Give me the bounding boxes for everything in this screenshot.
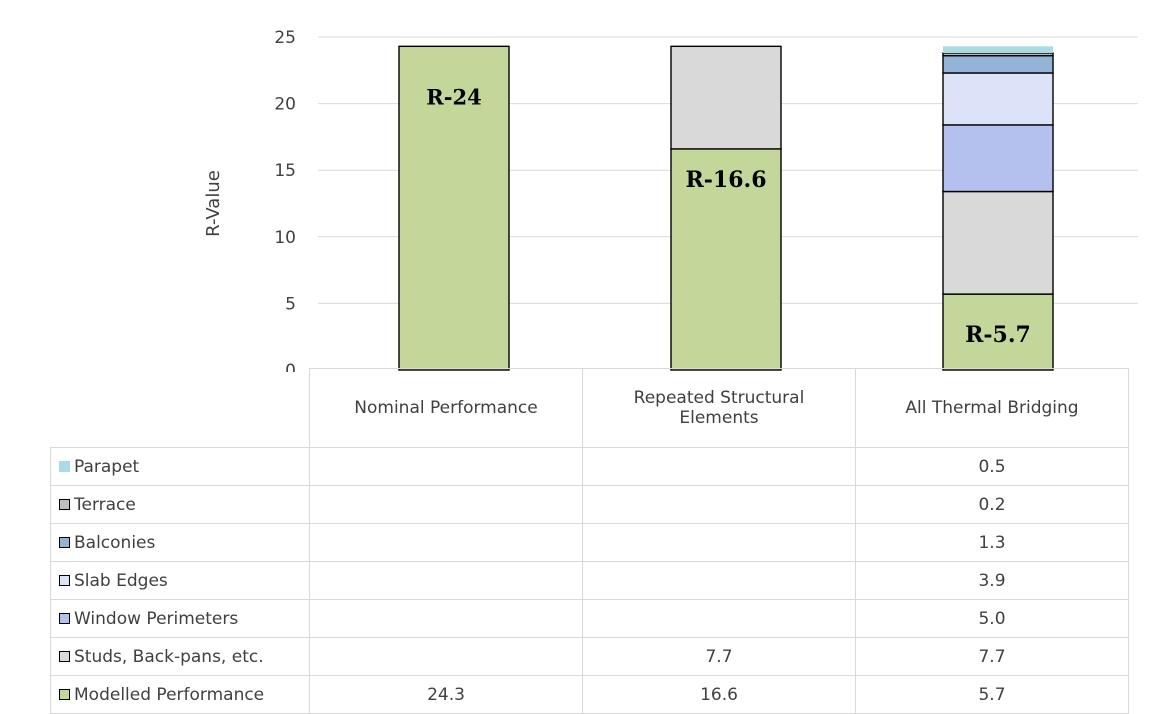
data-table: Nominal Performance Repeated Structural El…	[50, 368, 1129, 714]
legend-swatch	[59, 612, 70, 624]
y-axis-title: R-Value	[203, 170, 224, 237]
table-cell: 3.9	[855, 561, 1129, 600]
x-category-label: Repeated Structural Elements	[582, 368, 856, 448]
legend-entry: Window Perimeters	[50, 599, 310, 638]
bar-segment	[942, 124, 1054, 193]
table-row: Balconies 1.3	[50, 523, 1129, 562]
legend-swatch	[59, 574, 70, 586]
legend-label: Balconies	[74, 532, 156, 553]
table-row: Studs, Back-pans, etc. 7.7 7.7	[50, 637, 1129, 676]
legend-label: Modelled Performance	[74, 684, 265, 705]
bar-segment	[942, 52, 1054, 57]
table-cell: 0.2	[855, 485, 1129, 524]
table-row: Modelled Performance 24.3 16.6 5.7	[50, 675, 1129, 714]
legend-label: Studs, Back-pans, etc.	[74, 646, 264, 667]
legend-entry: Studs, Back-pans, etc.	[50, 637, 310, 676]
table-cell	[309, 485, 583, 524]
legend-entry: Modelled Performance	[50, 675, 310, 714]
table-row: Window Perimeters 5.0	[50, 599, 1129, 638]
legend-label: Slab Edges	[74, 570, 168, 591]
table-row: Parapet 0.5	[50, 447, 1129, 486]
table-cell	[309, 447, 583, 486]
chart-plot: 0 5 10 15 20 25 R-Value R-24 R-16.6 R-5.7	[203, 28, 1138, 372]
legend-swatch	[59, 688, 70, 700]
legend-label: Parapet	[74, 456, 140, 477]
bar-segment	[942, 190, 1054, 295]
table-cell	[309, 523, 583, 562]
table-cell: 5.0	[855, 599, 1129, 638]
legend-swatch	[59, 536, 70, 548]
bar-segment	[942, 72, 1054, 126]
table-cell: 16.6	[582, 675, 856, 714]
table-cell	[309, 561, 583, 600]
table-cell	[582, 561, 856, 600]
y-tick-label: 15	[274, 161, 296, 181]
table-cell: 5.7	[855, 675, 1129, 714]
bar-annotation: R-5.7	[965, 322, 1031, 348]
table-cell: 7.7	[855, 637, 1129, 676]
bar-annotation: R-24	[426, 84, 481, 109]
legend-entry: Parapet	[50, 447, 310, 486]
legend-swatch	[59, 498, 70, 510]
y-tick-label: 20	[274, 95, 296, 115]
legend-label: Window Perimeters	[74, 608, 239, 629]
legend-entry: Terrace	[50, 485, 310, 524]
y-tick-label: 0	[285, 361, 296, 372]
table-cell: 1.3	[855, 523, 1129, 562]
table-row: Slab Edges 3.9	[50, 561, 1129, 600]
table-cell	[582, 447, 856, 486]
table-cell: 7.7	[582, 637, 856, 676]
table-cell	[582, 485, 856, 524]
table-cell: 0.5	[855, 447, 1129, 486]
y-tick-label: 10	[274, 228, 296, 248]
table-cell	[309, 599, 583, 638]
table-corner	[51, 369, 310, 448]
table-cell: 24.3	[309, 675, 583, 714]
bar-segment	[943, 46, 1053, 53]
table-row: Terrace 0.2	[50, 485, 1129, 524]
bar-annotation: R-16.6	[686, 167, 767, 193]
bar-segment	[398, 45, 510, 371]
y-tick-label: 5	[285, 294, 296, 314]
legend-label: Terrace	[74, 494, 136, 515]
table-cell	[582, 599, 856, 638]
bar-segment	[942, 54, 1054, 74]
bar-segment	[670, 45, 782, 150]
legend-swatch	[59, 650, 70, 662]
table-cell	[309, 637, 583, 676]
legend-entry: Slab Edges	[50, 561, 310, 600]
x-category-label: Nominal Performance	[309, 368, 583, 448]
y-tick-label: 25	[274, 28, 296, 48]
x-category-label: All Thermal Bridging	[855, 368, 1129, 448]
legend-entry: Balconies	[50, 523, 310, 562]
legend-swatch	[59, 460, 70, 472]
table-cell	[582, 523, 856, 562]
bar-segment	[942, 293, 1054, 371]
